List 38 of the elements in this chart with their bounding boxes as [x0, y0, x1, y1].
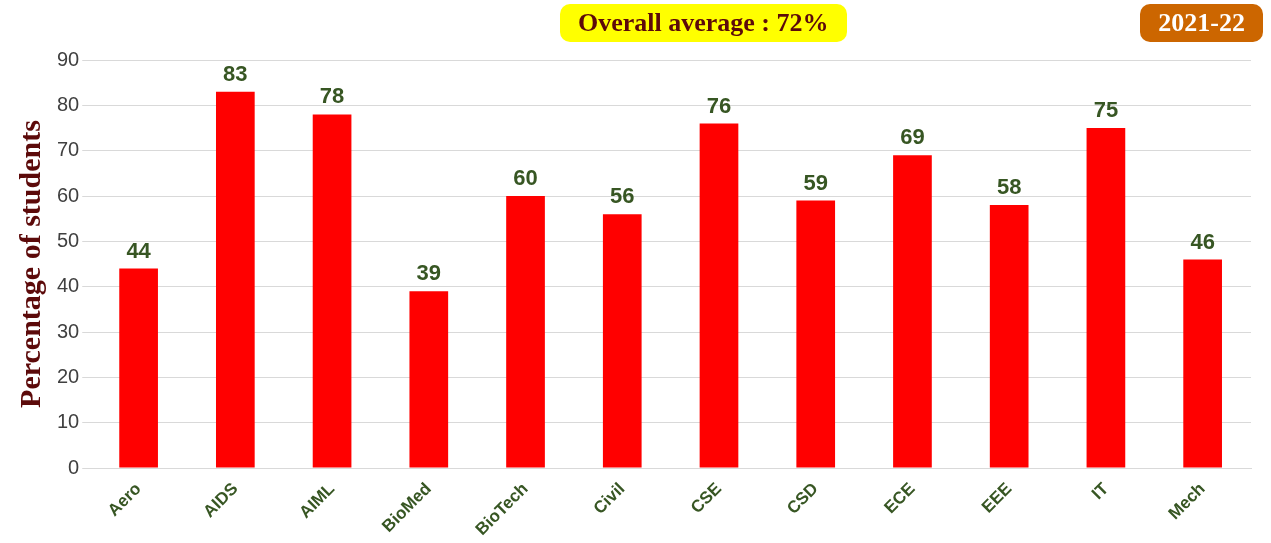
bar: [699, 123, 739, 468]
y-tick-label: 70: [57, 138, 80, 161]
y-axis-title: Percentage of students: [12, 120, 46, 408]
y-tick-label: 80: [57, 92, 80, 115]
data-label: 76: [706, 92, 732, 118]
bar: [796, 200, 836, 468]
data-label: 46: [1190, 228, 1215, 254]
bar: [119, 268, 158, 468]
y-tick-label: 60: [57, 183, 80, 206]
y-tick-label: 10: [57, 410, 80, 433]
data-label: 60: [513, 165, 538, 191]
y-tick-label: 20: [57, 364, 80, 387]
bar: [312, 114, 352, 468]
data-label: 39: [416, 260, 442, 286]
data-label: 58: [996, 174, 1022, 200]
bar: [409, 291, 449, 468]
bar: [1183, 259, 1222, 468]
y-tick-label: 0: [68, 455, 80, 478]
bar: [215, 91, 255, 468]
data-label: 56: [610, 183, 635, 209]
y-tick-label: 90: [57, 47, 80, 70]
bar: [989, 205, 1029, 468]
y-tick-label: 50: [57, 228, 80, 251]
y-tick-label: 40: [57, 274, 80, 297]
data-label: 44: [126, 237, 152, 263]
bar: [1086, 128, 1126, 468]
x-tick-label: IT: [1087, 478, 1113, 504]
bar: [602, 214, 642, 468]
data-label: 75: [1093, 97, 1119, 123]
data-label: 78: [319, 83, 345, 109]
y-tick-label: 30: [57, 319, 80, 342]
bar: [506, 196, 545, 468]
data-label: 59: [803, 169, 828, 195]
text: Overall average : 72%: [560, 4, 847, 42]
data-label: 69: [900, 124, 925, 150]
text: 2021-22: [1140, 4, 1263, 42]
bar: [893, 155, 932, 468]
data-label: 83: [223, 60, 248, 86]
